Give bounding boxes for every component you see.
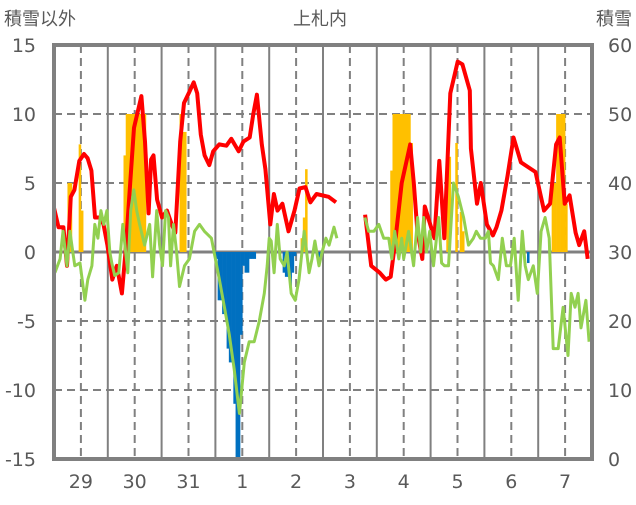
x-tick-label: 5 <box>451 471 463 493</box>
blue-bar <box>284 252 288 277</box>
right-tick-label: 20 <box>608 311 632 333</box>
orange-bar <box>556 114 559 252</box>
orange-bar <box>553 183 557 252</box>
orange-bar <box>125 114 129 252</box>
left-tick-label: -15 <box>5 449 36 471</box>
orange-bar <box>80 210 84 252</box>
orange-bar <box>392 114 396 252</box>
x-tick-label: 4 <box>398 471 410 493</box>
right-tick-label: 10 <box>608 380 632 402</box>
orange-bar <box>565 203 568 252</box>
orange-bar <box>136 114 140 252</box>
x-tick-label: 1 <box>236 471 248 493</box>
blue-bar <box>251 252 254 259</box>
blue-bar <box>226 252 230 349</box>
orange-bar <box>78 144 82 252</box>
orange-bar <box>461 231 465 252</box>
right-tick-label: 40 <box>608 173 632 195</box>
right-tick-label: 0 <box>608 449 620 471</box>
orange-bar <box>305 169 308 252</box>
blue-bar <box>244 252 248 273</box>
blue-bar <box>237 252 241 459</box>
blue-bar <box>318 252 322 258</box>
orange-bar <box>141 114 144 252</box>
x-tick-label: 30 <box>123 471 147 493</box>
red-line <box>52 80 338 296</box>
orange-bar <box>459 211 463 252</box>
blue-bar <box>240 252 243 335</box>
right-axis-label: 積雪 <box>596 9 632 30</box>
orange-bar <box>132 114 135 252</box>
left-axis-label: 積雪以外 <box>4 9 76 30</box>
left-tick-label: -10 <box>5 380 36 402</box>
orange-bar <box>134 114 138 252</box>
x-tick-label: 3 <box>344 471 356 493</box>
orange-bar <box>139 114 142 252</box>
plot-border <box>52 43 594 461</box>
x-tick-label: 31 <box>176 471 200 493</box>
red-line <box>363 59 590 282</box>
left-tick-label: -5 <box>17 311 36 333</box>
orange-bar <box>396 114 400 252</box>
blue-bar <box>222 252 225 315</box>
blue-bar <box>215 252 218 259</box>
orange-bar <box>390 170 393 252</box>
blue-bar <box>293 252 297 257</box>
blue-bar <box>224 252 227 315</box>
chart-title: 上札内 <box>293 9 347 30</box>
orange-bar <box>448 156 452 252</box>
orange-bar <box>179 114 183 252</box>
green-line <box>363 181 591 357</box>
plot-frame <box>52 43 594 461</box>
blue-bar <box>246 252 250 273</box>
blue-bar <box>253 252 257 259</box>
blue-bar <box>291 252 295 273</box>
right-tick-label: 50 <box>608 104 632 126</box>
blue-bar <box>526 252 530 264</box>
blue-bar <box>289 252 292 288</box>
blue-bar <box>249 252 252 259</box>
blue-bar <box>231 252 234 363</box>
right-tick-label: 60 <box>608 35 632 57</box>
green-line <box>53 188 339 415</box>
blue-bar <box>242 252 245 266</box>
orange-bar <box>394 114 398 252</box>
orange-bar <box>408 114 411 252</box>
orange-bar <box>181 131 185 252</box>
bars <box>67 114 568 459</box>
orange-bar <box>551 183 555 252</box>
blue-bar <box>233 252 236 404</box>
left-tick-label: 5 <box>24 173 36 195</box>
x-tick-label: 7 <box>559 471 571 493</box>
orange-bar <box>403 114 407 252</box>
left-tick-label: 10 <box>12 104 36 126</box>
orange-bar <box>405 114 409 252</box>
orange-bar <box>558 114 561 252</box>
left-tick-label: 15 <box>12 35 36 57</box>
orange-bar <box>123 155 127 252</box>
x-tick-label: 29 <box>69 471 93 493</box>
blue-bar <box>228 252 232 363</box>
x-tick-label: 2 <box>290 471 302 493</box>
orange-bar <box>410 142 413 252</box>
x-tick-label: 6 <box>505 471 517 493</box>
blue-bar <box>235 252 239 459</box>
left-tick-label: 0 <box>24 242 36 264</box>
orange-bar <box>455 142 458 252</box>
orange-bar <box>184 131 187 252</box>
right-tick-label: 30 <box>608 242 632 264</box>
orange-bar <box>143 114 147 252</box>
blue-bar <box>219 252 223 301</box>
